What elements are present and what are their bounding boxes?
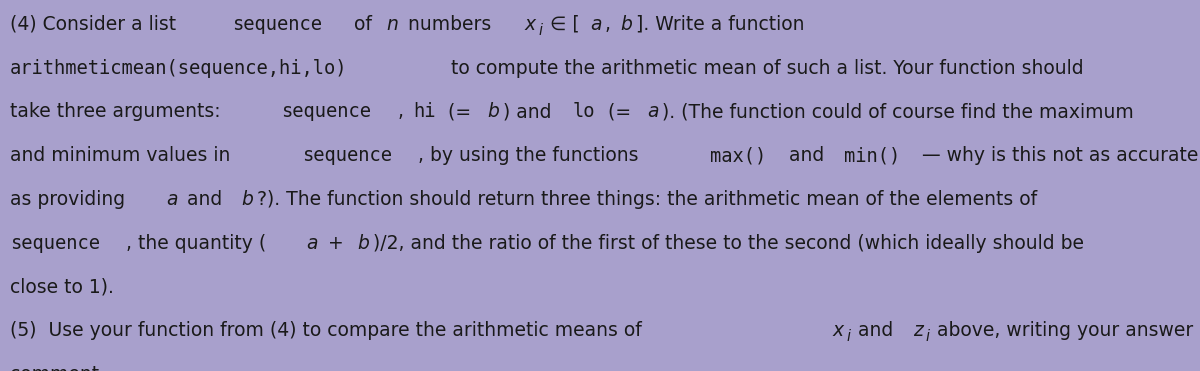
Text: z: z xyxy=(913,321,923,340)
Text: (=: (= xyxy=(602,102,637,121)
Text: lo: lo xyxy=(572,102,595,121)
Text: b: b xyxy=(487,102,499,121)
Text: a: a xyxy=(166,190,178,209)
Text: a: a xyxy=(307,234,318,253)
Text: and: and xyxy=(181,190,228,209)
Text: ) and: ) and xyxy=(503,102,557,121)
Text: to compute the arithmetic mean of such a list. Your function should: to compute the arithmetic mean of such a… xyxy=(445,59,1084,78)
Text: b: b xyxy=(620,15,632,34)
Text: i: i xyxy=(539,23,544,38)
Text: i: i xyxy=(847,329,851,344)
Text: arithmeticmean(sequence,hi,lo): arithmeticmean(sequence,hi,lo) xyxy=(10,59,347,78)
Text: max(): max() xyxy=(710,146,767,165)
Text: n: n xyxy=(386,15,398,34)
Text: ∈ [: ∈ [ xyxy=(545,15,580,34)
Text: of: of xyxy=(348,15,378,34)
Text: hi: hi xyxy=(413,102,436,121)
Text: ,: , xyxy=(605,15,617,34)
Text: comment.: comment. xyxy=(10,365,104,371)
Text: and: and xyxy=(782,146,830,165)
Text: (5)  Use your function from (4) to compare the arithmetic means of: (5) Use your function from (4) to compar… xyxy=(10,321,647,340)
Text: sequence: sequence xyxy=(301,146,391,165)
Text: — why is this not as accurate: — why is this not as accurate xyxy=(917,146,1199,165)
Text: close to 1).: close to 1). xyxy=(10,278,114,296)
Text: x: x xyxy=(833,321,844,340)
Text: ,: , xyxy=(397,102,409,121)
Text: x: x xyxy=(524,15,535,34)
Text: sequence: sequence xyxy=(232,15,322,34)
Text: ). (The function could of course find the maximum: ). (The function could of course find th… xyxy=(662,102,1134,121)
Text: a: a xyxy=(590,15,601,34)
Text: and minimum values in: and minimum values in xyxy=(10,146,236,165)
Text: and: and xyxy=(852,321,900,340)
Text: )/2, and the ratio of the first of these to the second (which ideally should be: )/2, and the ratio of the first of these… xyxy=(373,234,1084,253)
Text: i: i xyxy=(926,329,930,344)
Text: min(): min() xyxy=(844,146,900,165)
Text: numbers: numbers xyxy=(402,15,497,34)
Text: +: + xyxy=(322,234,349,253)
Text: sequence: sequence xyxy=(281,102,371,121)
Text: (4) Consider a list: (4) Consider a list xyxy=(10,15,181,34)
Text: as providing: as providing xyxy=(10,190,131,209)
Text: above, writing your answer as a: above, writing your answer as a xyxy=(931,321,1200,340)
Text: sequence: sequence xyxy=(10,234,100,253)
Text: ?). The function should return three things: the arithmetic mean of the elements: ?). The function should return three thi… xyxy=(257,190,1037,209)
Text: b: b xyxy=(241,190,253,209)
Text: , by using the functions: , by using the functions xyxy=(418,146,644,165)
Text: b: b xyxy=(358,234,370,253)
Text: (=: (= xyxy=(442,102,478,121)
Text: take three arguments:: take three arguments: xyxy=(10,102,221,121)
Text: , the quantity (: , the quantity ( xyxy=(126,234,266,253)
Text: a: a xyxy=(647,102,659,121)
Text: ]. Write a function: ]. Write a function xyxy=(636,15,804,34)
